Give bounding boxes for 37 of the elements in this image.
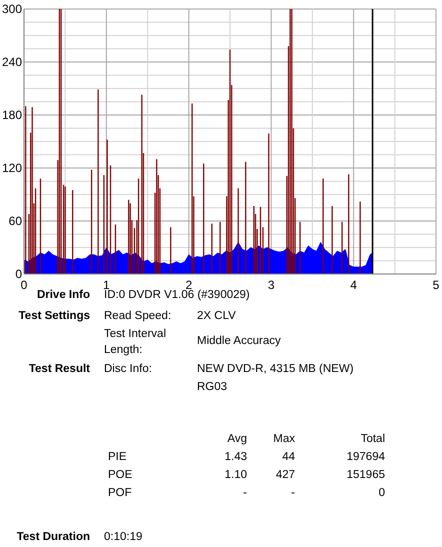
y-tick-label: 120	[2, 161, 22, 176]
text: Total	[360, 433, 385, 445]
text: Max	[273, 433, 296, 445]
text: Disc Info:	[104, 363, 152, 375]
text: 1.43	[224, 451, 247, 463]
y-tick-label: 240	[2, 55, 22, 70]
text: Avg	[227, 433, 247, 445]
y-tick-label: 300	[2, 2, 22, 16]
text: Test Result	[28, 363, 90, 375]
text: -	[243, 487, 248, 499]
text: 151965	[346, 469, 385, 481]
text: 0:10:19	[104, 531, 142, 543]
text: ID:0 DVDR V1.06 (#390029)	[104, 289, 250, 301]
text: 44	[282, 451, 296, 463]
x-tick-label: 5	[432, 278, 440, 292]
text: 1.10	[224, 469, 247, 481]
y-tick-label: 60	[8, 214, 22, 228]
x-tick-label: 3	[268, 278, 275, 292]
text: RG03	[197, 381, 228, 393]
x-tick-label: 4	[350, 278, 358, 292]
text: Test Duration	[16, 531, 90, 543]
text: 2X CLV	[197, 310, 236, 322]
text: POE	[108, 469, 133, 481]
text: 197694	[346, 451, 386, 463]
text: Test Interval Length:	[104, 328, 166, 356]
text: 427	[276, 469, 295, 481]
text: Middle Accuracy	[197, 335, 281, 347]
y-tick-label: 0	[15, 267, 22, 282]
y-tick-label: 180	[2, 108, 22, 122]
text: POF	[108, 487, 132, 499]
text: PIE	[108, 451, 127, 463]
text: Drive Info	[36, 289, 90, 301]
text: -	[291, 487, 296, 499]
text: Test Settings	[18, 310, 90, 322]
text: Read Speed:	[104, 310, 172, 322]
text: 0	[378, 487, 385, 499]
text: NEW DVD-R, 4315 MB (NEW)	[197, 363, 354, 375]
